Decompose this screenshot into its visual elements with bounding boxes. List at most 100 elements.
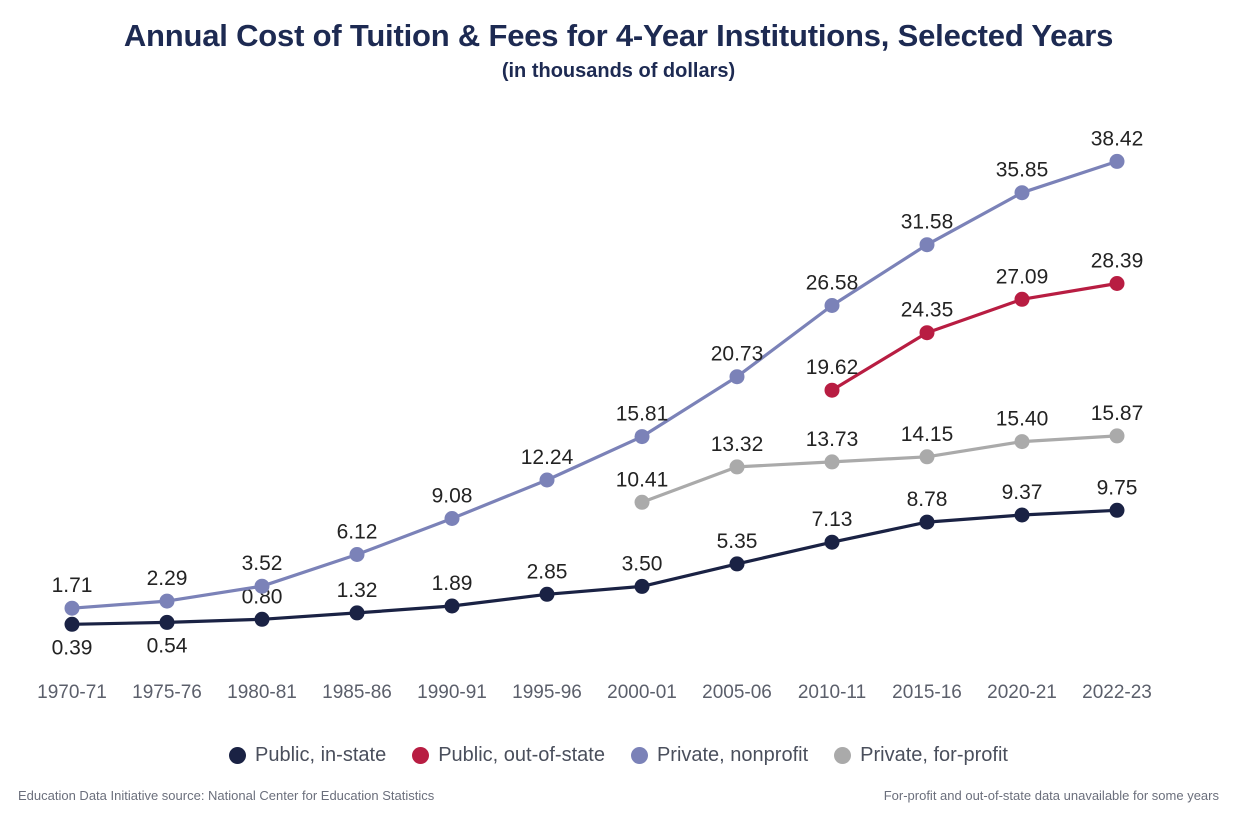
data-point-marker[interactable] bbox=[159, 593, 175, 609]
data-point-label: 15.87 bbox=[1091, 402, 1144, 425]
x-axis-tick-label: 2015-16 bbox=[892, 682, 962, 703]
data-point-label: 5.35 bbox=[717, 530, 758, 553]
data-point-marker[interactable] bbox=[1109, 276, 1125, 291]
footer-source-note: Education Data Initiative source: Nation… bbox=[18, 788, 435, 803]
data-point-label: 2.85 bbox=[527, 560, 568, 583]
x-axis-tick-label: 1985-86 bbox=[322, 682, 392, 703]
data-point-marker[interactable] bbox=[64, 616, 80, 632]
data-point-label: 24.35 bbox=[901, 299, 954, 322]
data-point-marker[interactable] bbox=[634, 494, 650, 510]
data-point-label: 13.73 bbox=[806, 428, 859, 451]
data-point-marker[interactable] bbox=[729, 369, 745, 385]
data-point-label: 0.80 bbox=[242, 585, 283, 608]
legend-label: Private, for-profit bbox=[860, 744, 1008, 766]
x-axis-tick-label: 2000-01 bbox=[607, 682, 677, 703]
data-point-label: 38.42 bbox=[1091, 127, 1144, 150]
data-point-marker[interactable] bbox=[1014, 434, 1030, 450]
data-point-marker[interactable] bbox=[919, 449, 935, 465]
data-point-label: 15.81 bbox=[616, 403, 669, 426]
data-point-marker[interactable] bbox=[634, 429, 650, 445]
data-point-label: 26.58 bbox=[806, 272, 859, 295]
series-line bbox=[70, 508, 1119, 626]
data-point-label: 9.08 bbox=[432, 485, 473, 508]
data-point-marker[interactable] bbox=[824, 454, 840, 470]
data-point-label: 35.85 bbox=[996, 159, 1049, 182]
data-point-label: 19.62 bbox=[806, 356, 859, 379]
data-point-marker[interactable] bbox=[824, 534, 840, 550]
data-point-label: 3.50 bbox=[622, 552, 663, 575]
chart-footer: Education Data Initiative source: Nation… bbox=[0, 788, 1237, 808]
data-point-label: 13.32 bbox=[711, 433, 764, 456]
data-point-marker[interactable] bbox=[919, 325, 935, 341]
chart-title: Annual Cost of Tuition & Fees for 4-Year… bbox=[123, 18, 1114, 53]
x-axis-tick-labels: 1970-71 1975-76 1980-81 1985-86 1990-91 1995-… bbox=[0, 682, 1237, 712]
x-axis-tick-label: 1990-91 bbox=[417, 682, 487, 703]
data-point-label: 0.39 bbox=[52, 636, 93, 659]
x-axis-tick-label: 1995-96 bbox=[512, 682, 582, 703]
data-point-label: 28.39 bbox=[1091, 250, 1144, 273]
data-point-label: 9.75 bbox=[1097, 476, 1138, 499]
data-point-marker[interactable] bbox=[64, 600, 80, 616]
data-point-label: 7.13 bbox=[812, 508, 853, 531]
data-point-label: 3.52 bbox=[242, 552, 283, 575]
data-point-label: 10.41 bbox=[616, 468, 669, 491]
x-axis-tick-label: 1970-71 bbox=[37, 682, 107, 703]
data-point-label: 1.89 bbox=[432, 572, 473, 595]
x-axis-tick-label: 2010-11 bbox=[797, 682, 867, 703]
data-point-marker[interactable] bbox=[539, 472, 555, 488]
legend-color-dot-icon bbox=[412, 747, 430, 764]
data-point-label: 8.78 bbox=[907, 488, 948, 511]
legend-item[interactable]: Public, out-of-state bbox=[412, 744, 605, 767]
data-point-marker[interactable] bbox=[159, 614, 175, 630]
data-point-marker[interactable] bbox=[1109, 502, 1125, 518]
legend-color-dot-icon bbox=[229, 747, 247, 764]
footer-availability-note: For-profit and out-of-state data unavail… bbox=[883, 788, 1219, 803]
legend-label: Public, out-of-state bbox=[438, 744, 605, 766]
legend-color-dot-icon bbox=[834, 747, 852, 764]
data-point-marker[interactable] bbox=[254, 578, 270, 594]
data-point-marker[interactable] bbox=[1109, 428, 1125, 444]
data-point-label: 1.32 bbox=[337, 579, 378, 602]
data-point-marker[interactable] bbox=[349, 605, 365, 621]
data-point-marker[interactable] bbox=[444, 511, 460, 526]
data-point-label: 14.15 bbox=[901, 423, 954, 446]
series-line bbox=[830, 281, 1119, 392]
data-point-label: 12.24 bbox=[521, 446, 574, 469]
data-point-label: 15.40 bbox=[996, 408, 1049, 431]
legend-item[interactable]: Public, in-state bbox=[229, 744, 386, 767]
x-axis-tick-label: 2005-06 bbox=[702, 682, 772, 703]
data-point-label: 6.12 bbox=[337, 521, 378, 544]
data-point-marker[interactable] bbox=[824, 382, 840, 398]
data-point-marker[interactable] bbox=[729, 556, 745, 572]
data-point-marker[interactable] bbox=[1109, 153, 1125, 169]
data-point-marker[interactable] bbox=[919, 514, 935, 530]
data-point-label: 1.71 bbox=[52, 574, 93, 597]
data-point-marker[interactable] bbox=[1014, 185, 1030, 201]
data-point-marker[interactable] bbox=[729, 459, 745, 475]
data-point-marker[interactable] bbox=[919, 237, 935, 253]
data-point-marker[interactable] bbox=[349, 547, 365, 562]
data-point-marker[interactable] bbox=[254, 611, 270, 627]
x-axis-tick-label: 2022-23 bbox=[1082, 682, 1152, 703]
x-axis-tick-label: 2020-21 bbox=[987, 682, 1057, 703]
series-line bbox=[70, 159, 1119, 610]
legend-label: Public, in-state bbox=[255, 744, 387, 766]
x-axis-tick-label: 1975-76 bbox=[132, 682, 202, 703]
data-point-label: 27.09 bbox=[996, 265, 1049, 288]
data-point-label: 20.73 bbox=[711, 343, 764, 366]
data-point-marker[interactable] bbox=[539, 586, 555, 602]
legend-item[interactable]: Private, for-profit bbox=[834, 744, 1008, 767]
legend-label: Private, nonprofit bbox=[656, 744, 809, 766]
legend-item[interactable]: Private, nonprofit bbox=[630, 744, 809, 767]
chart-subtitle: (in thousands of dollars) bbox=[501, 59, 736, 82]
data-point-label: 2.29 bbox=[147, 567, 188, 590]
data-point-marker[interactable] bbox=[824, 298, 840, 313]
x-axis-tick-label: 1980-81 bbox=[227, 682, 297, 703]
data-point-marker[interactable] bbox=[1014, 507, 1030, 523]
data-point-marker[interactable] bbox=[444, 598, 460, 614]
data-point-marker[interactable] bbox=[634, 578, 650, 594]
data-point-label: 9.37 bbox=[1002, 481, 1043, 504]
data-point-label: 0.54 bbox=[147, 634, 188, 657]
data-point-marker[interactable] bbox=[1014, 291, 1030, 307]
series-line bbox=[640, 434, 1119, 504]
